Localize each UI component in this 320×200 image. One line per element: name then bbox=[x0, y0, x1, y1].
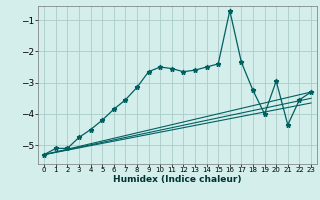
X-axis label: Humidex (Indice chaleur): Humidex (Indice chaleur) bbox=[113, 175, 242, 184]
